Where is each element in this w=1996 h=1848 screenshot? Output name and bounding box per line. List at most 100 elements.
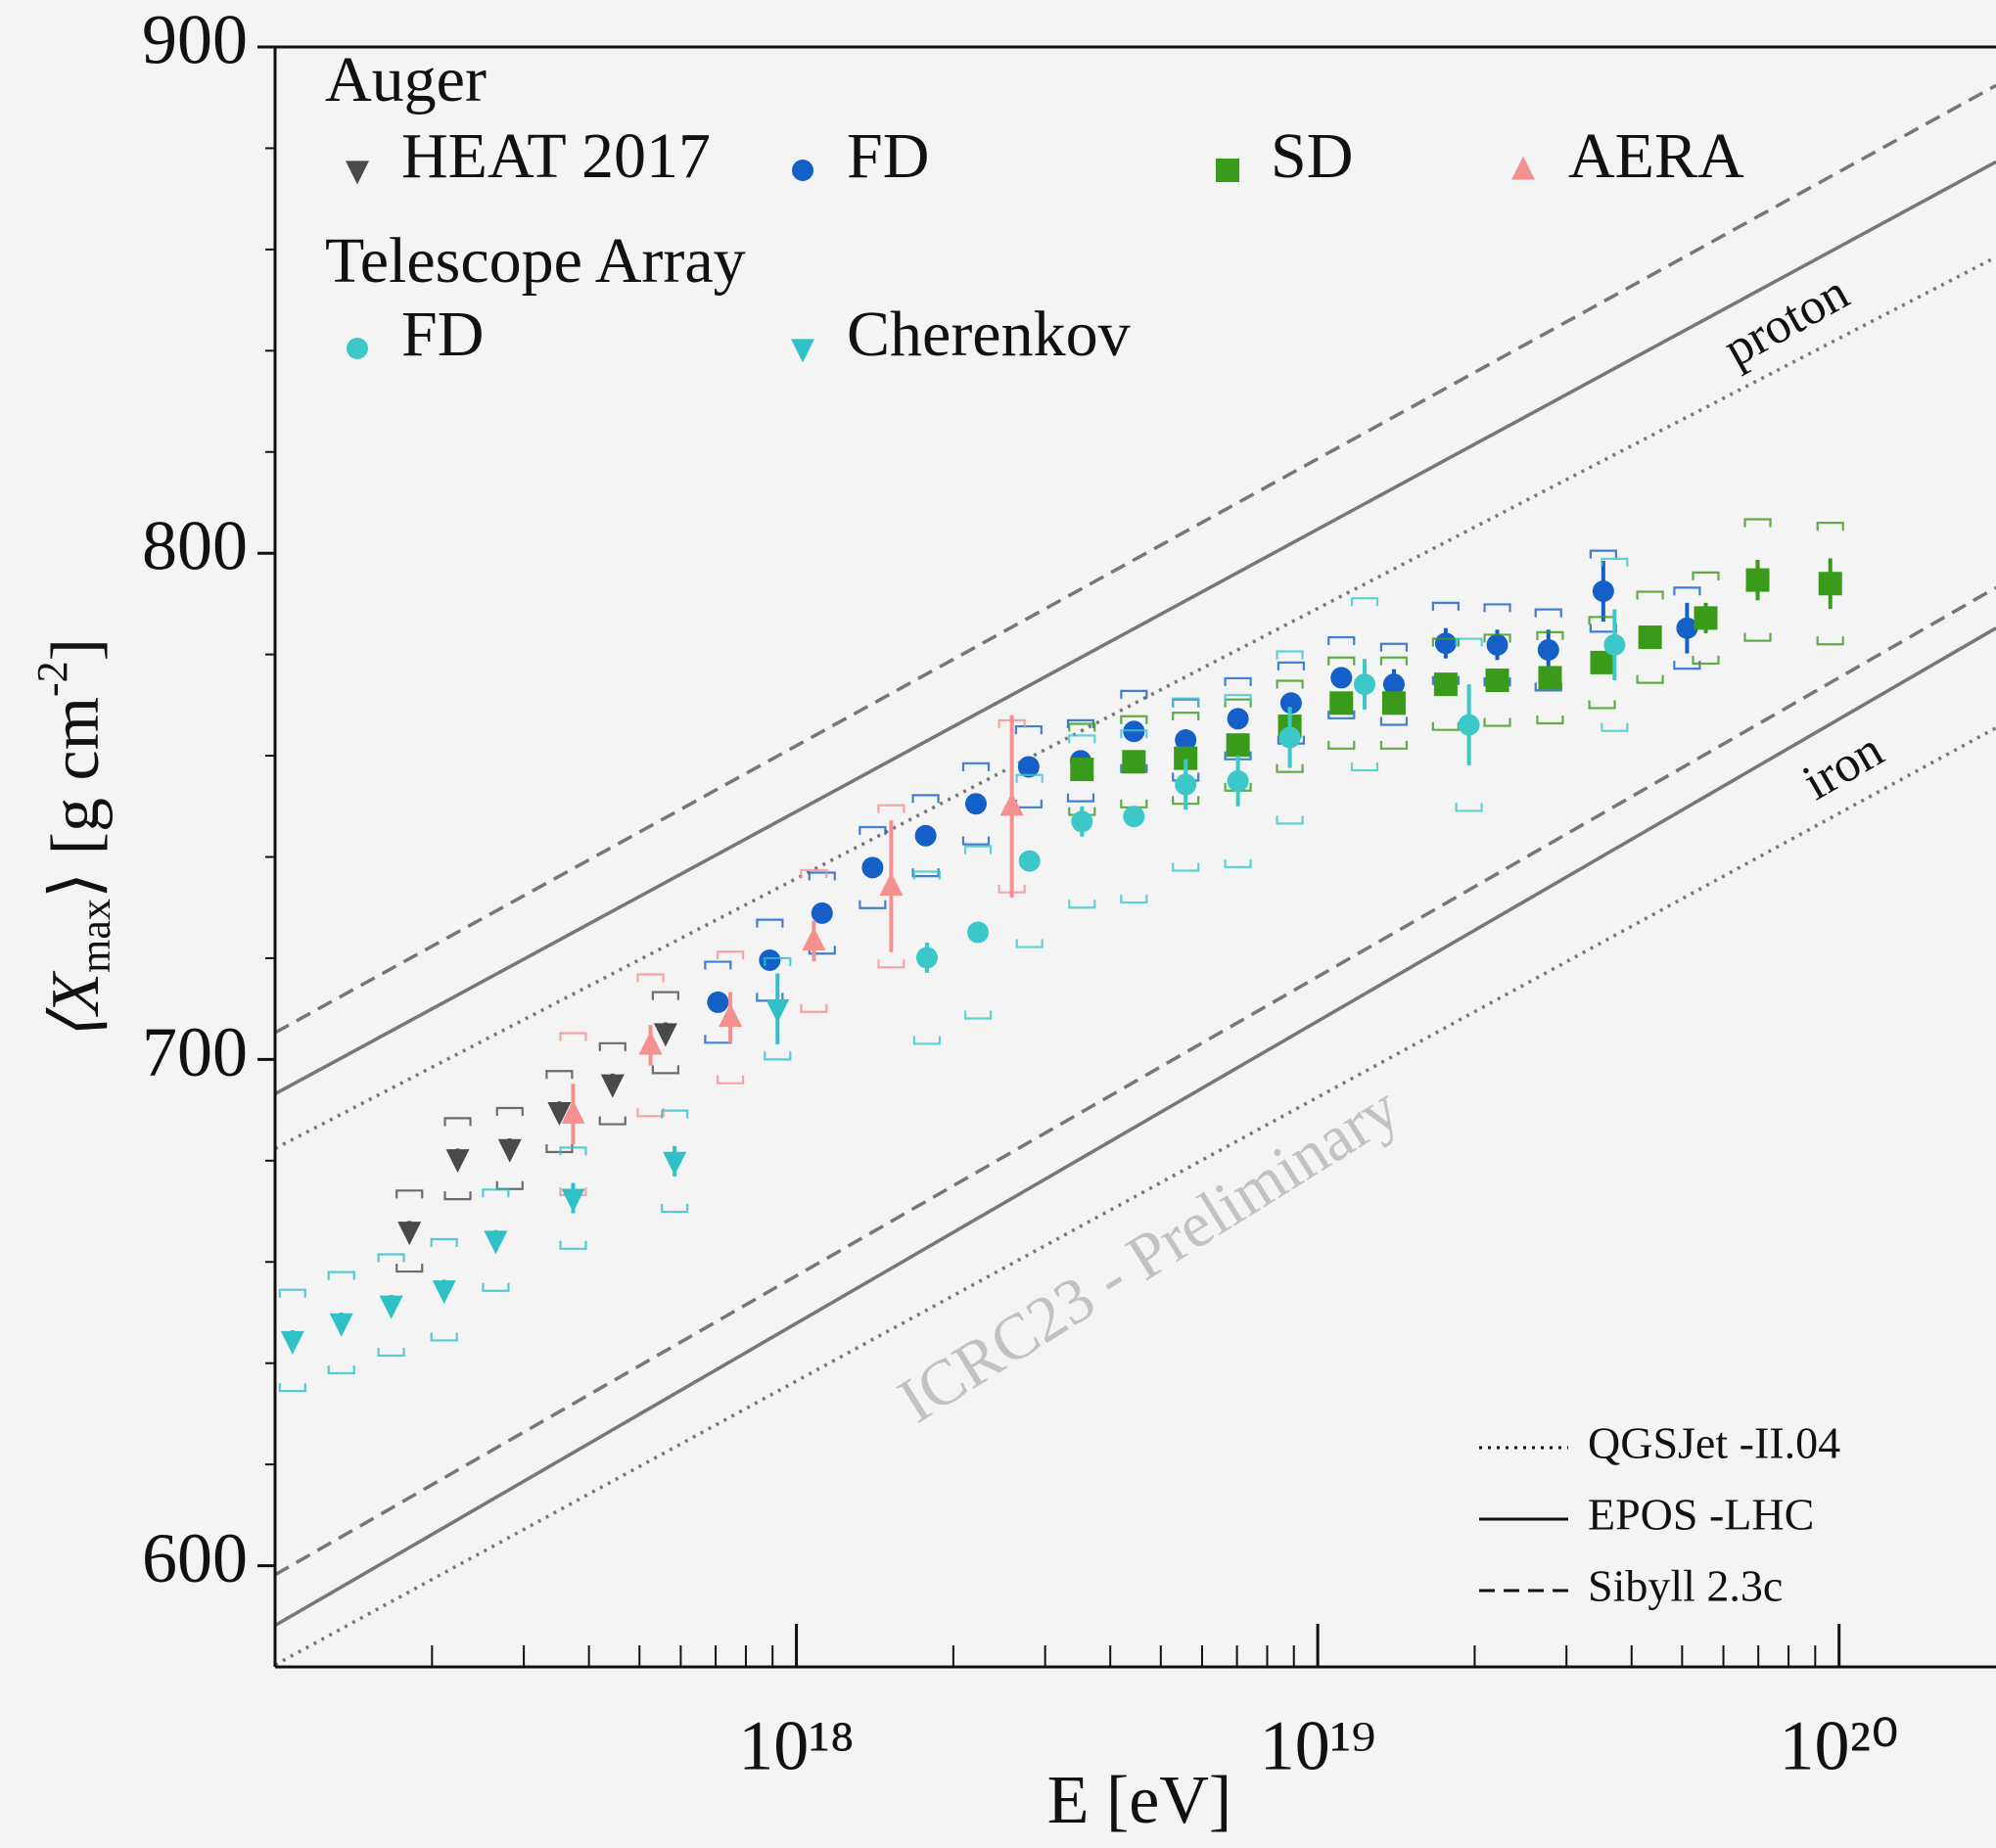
sys-bracket xyxy=(1379,642,1409,726)
x-tick-label: 10¹⁸ xyxy=(738,1707,855,1785)
sys-bracket xyxy=(1120,729,1148,904)
marker xyxy=(707,991,729,1013)
x-tick-label: 10²⁰ xyxy=(1779,1707,1898,1785)
marker xyxy=(1279,692,1302,715)
marker xyxy=(1485,669,1509,693)
marker xyxy=(1122,750,1146,774)
marker xyxy=(802,926,826,950)
sys-bracket xyxy=(495,1106,524,1190)
marker xyxy=(1017,756,1040,778)
marker xyxy=(1226,733,1250,758)
marker xyxy=(1018,850,1041,872)
model-line xyxy=(275,255,1996,1150)
marker xyxy=(1486,633,1509,656)
marker xyxy=(1071,810,1093,833)
y-label-end: ] xyxy=(38,638,114,661)
marker xyxy=(1278,726,1301,749)
marker xyxy=(1175,729,1197,752)
legend-label: AERA xyxy=(1568,120,1744,192)
plot-area xyxy=(275,83,1996,1667)
sys-bracket xyxy=(800,868,828,1013)
sys-bracket xyxy=(559,1146,587,1250)
marker xyxy=(1354,673,1376,696)
marker xyxy=(759,949,781,972)
sys-bracket xyxy=(395,1189,424,1273)
sys-bracket xyxy=(1636,590,1664,684)
marker xyxy=(967,921,990,944)
marker xyxy=(547,1102,572,1127)
sys-bracket xyxy=(443,1117,472,1201)
marker xyxy=(879,872,904,897)
y-label-sup: -2 xyxy=(28,661,76,697)
sys-bracket xyxy=(1224,693,1252,868)
model-line xyxy=(275,160,1996,1096)
marker xyxy=(397,1222,422,1246)
model-line xyxy=(275,626,1996,1628)
model-line xyxy=(275,726,1996,1667)
marker xyxy=(861,856,884,879)
sys-bracket xyxy=(716,950,745,1085)
marker xyxy=(1330,667,1353,689)
marker xyxy=(663,1151,687,1176)
sys-bracket xyxy=(1068,734,1096,909)
marker xyxy=(1227,769,1249,792)
legend-label: Sibyll 2.3c xyxy=(1588,1561,1783,1611)
legend-marker xyxy=(1511,156,1535,180)
legend-label: SD xyxy=(1271,120,1353,192)
legend-group-title: Auger xyxy=(325,44,487,116)
sys-bracket xyxy=(1172,697,1200,872)
marker xyxy=(561,1188,585,1213)
legend-label: QGSJet -II.04 xyxy=(1588,1418,1840,1468)
marker xyxy=(1381,691,1406,716)
marker xyxy=(638,1031,663,1055)
marker xyxy=(766,999,790,1024)
sys-bracket xyxy=(1327,635,1356,719)
y-label-main: ⟨X xyxy=(38,970,114,1041)
marker xyxy=(1590,650,1614,674)
sys-bracket xyxy=(598,1041,627,1126)
legend-label: HEAT 2017 xyxy=(401,120,711,192)
sys-bracket xyxy=(1350,597,1379,772)
sys-bracket xyxy=(1692,571,1720,666)
sys-bracket xyxy=(1276,679,1304,773)
marker xyxy=(600,1074,625,1098)
marker xyxy=(719,1003,743,1028)
sys-bracket xyxy=(1816,522,1844,646)
sys-bracket xyxy=(764,956,792,1061)
sys-bracket xyxy=(912,870,942,1045)
marker xyxy=(561,1099,585,1124)
marker xyxy=(811,901,833,924)
marker xyxy=(1538,666,1562,690)
sys-bracket xyxy=(430,1237,458,1342)
marker xyxy=(1745,568,1770,592)
sys-bracket xyxy=(1455,637,1483,812)
sys-bracket xyxy=(1276,650,1304,825)
marker xyxy=(1227,708,1249,730)
marker xyxy=(1638,625,1662,650)
legend-label: FD xyxy=(847,120,929,192)
sys-bracket xyxy=(327,1270,355,1375)
legend-label: FD xyxy=(401,299,484,370)
x-tick-label: 10¹⁹ xyxy=(1260,1707,1376,1785)
y-axis-label: ⟨Xmax⟩ [g cm-2] xyxy=(28,638,119,1041)
marker xyxy=(1434,632,1457,655)
marker xyxy=(445,1149,470,1174)
marker xyxy=(1603,633,1626,656)
sys-bracket xyxy=(482,1188,510,1292)
sys-bracket xyxy=(1483,633,1511,727)
model-line xyxy=(275,83,1996,1035)
sys-bracket xyxy=(877,804,905,969)
sys-bracket xyxy=(961,762,991,846)
marker xyxy=(1818,572,1842,596)
y-tick-label: 600 xyxy=(142,1519,248,1597)
sys-bracket xyxy=(1673,586,1701,670)
sys-bracket xyxy=(651,991,679,1075)
legend-label: Cherenkov xyxy=(847,299,1131,370)
marker xyxy=(915,947,938,969)
legend-marker xyxy=(792,160,813,181)
marker xyxy=(653,1023,677,1047)
sys-bracket xyxy=(1015,773,1044,948)
